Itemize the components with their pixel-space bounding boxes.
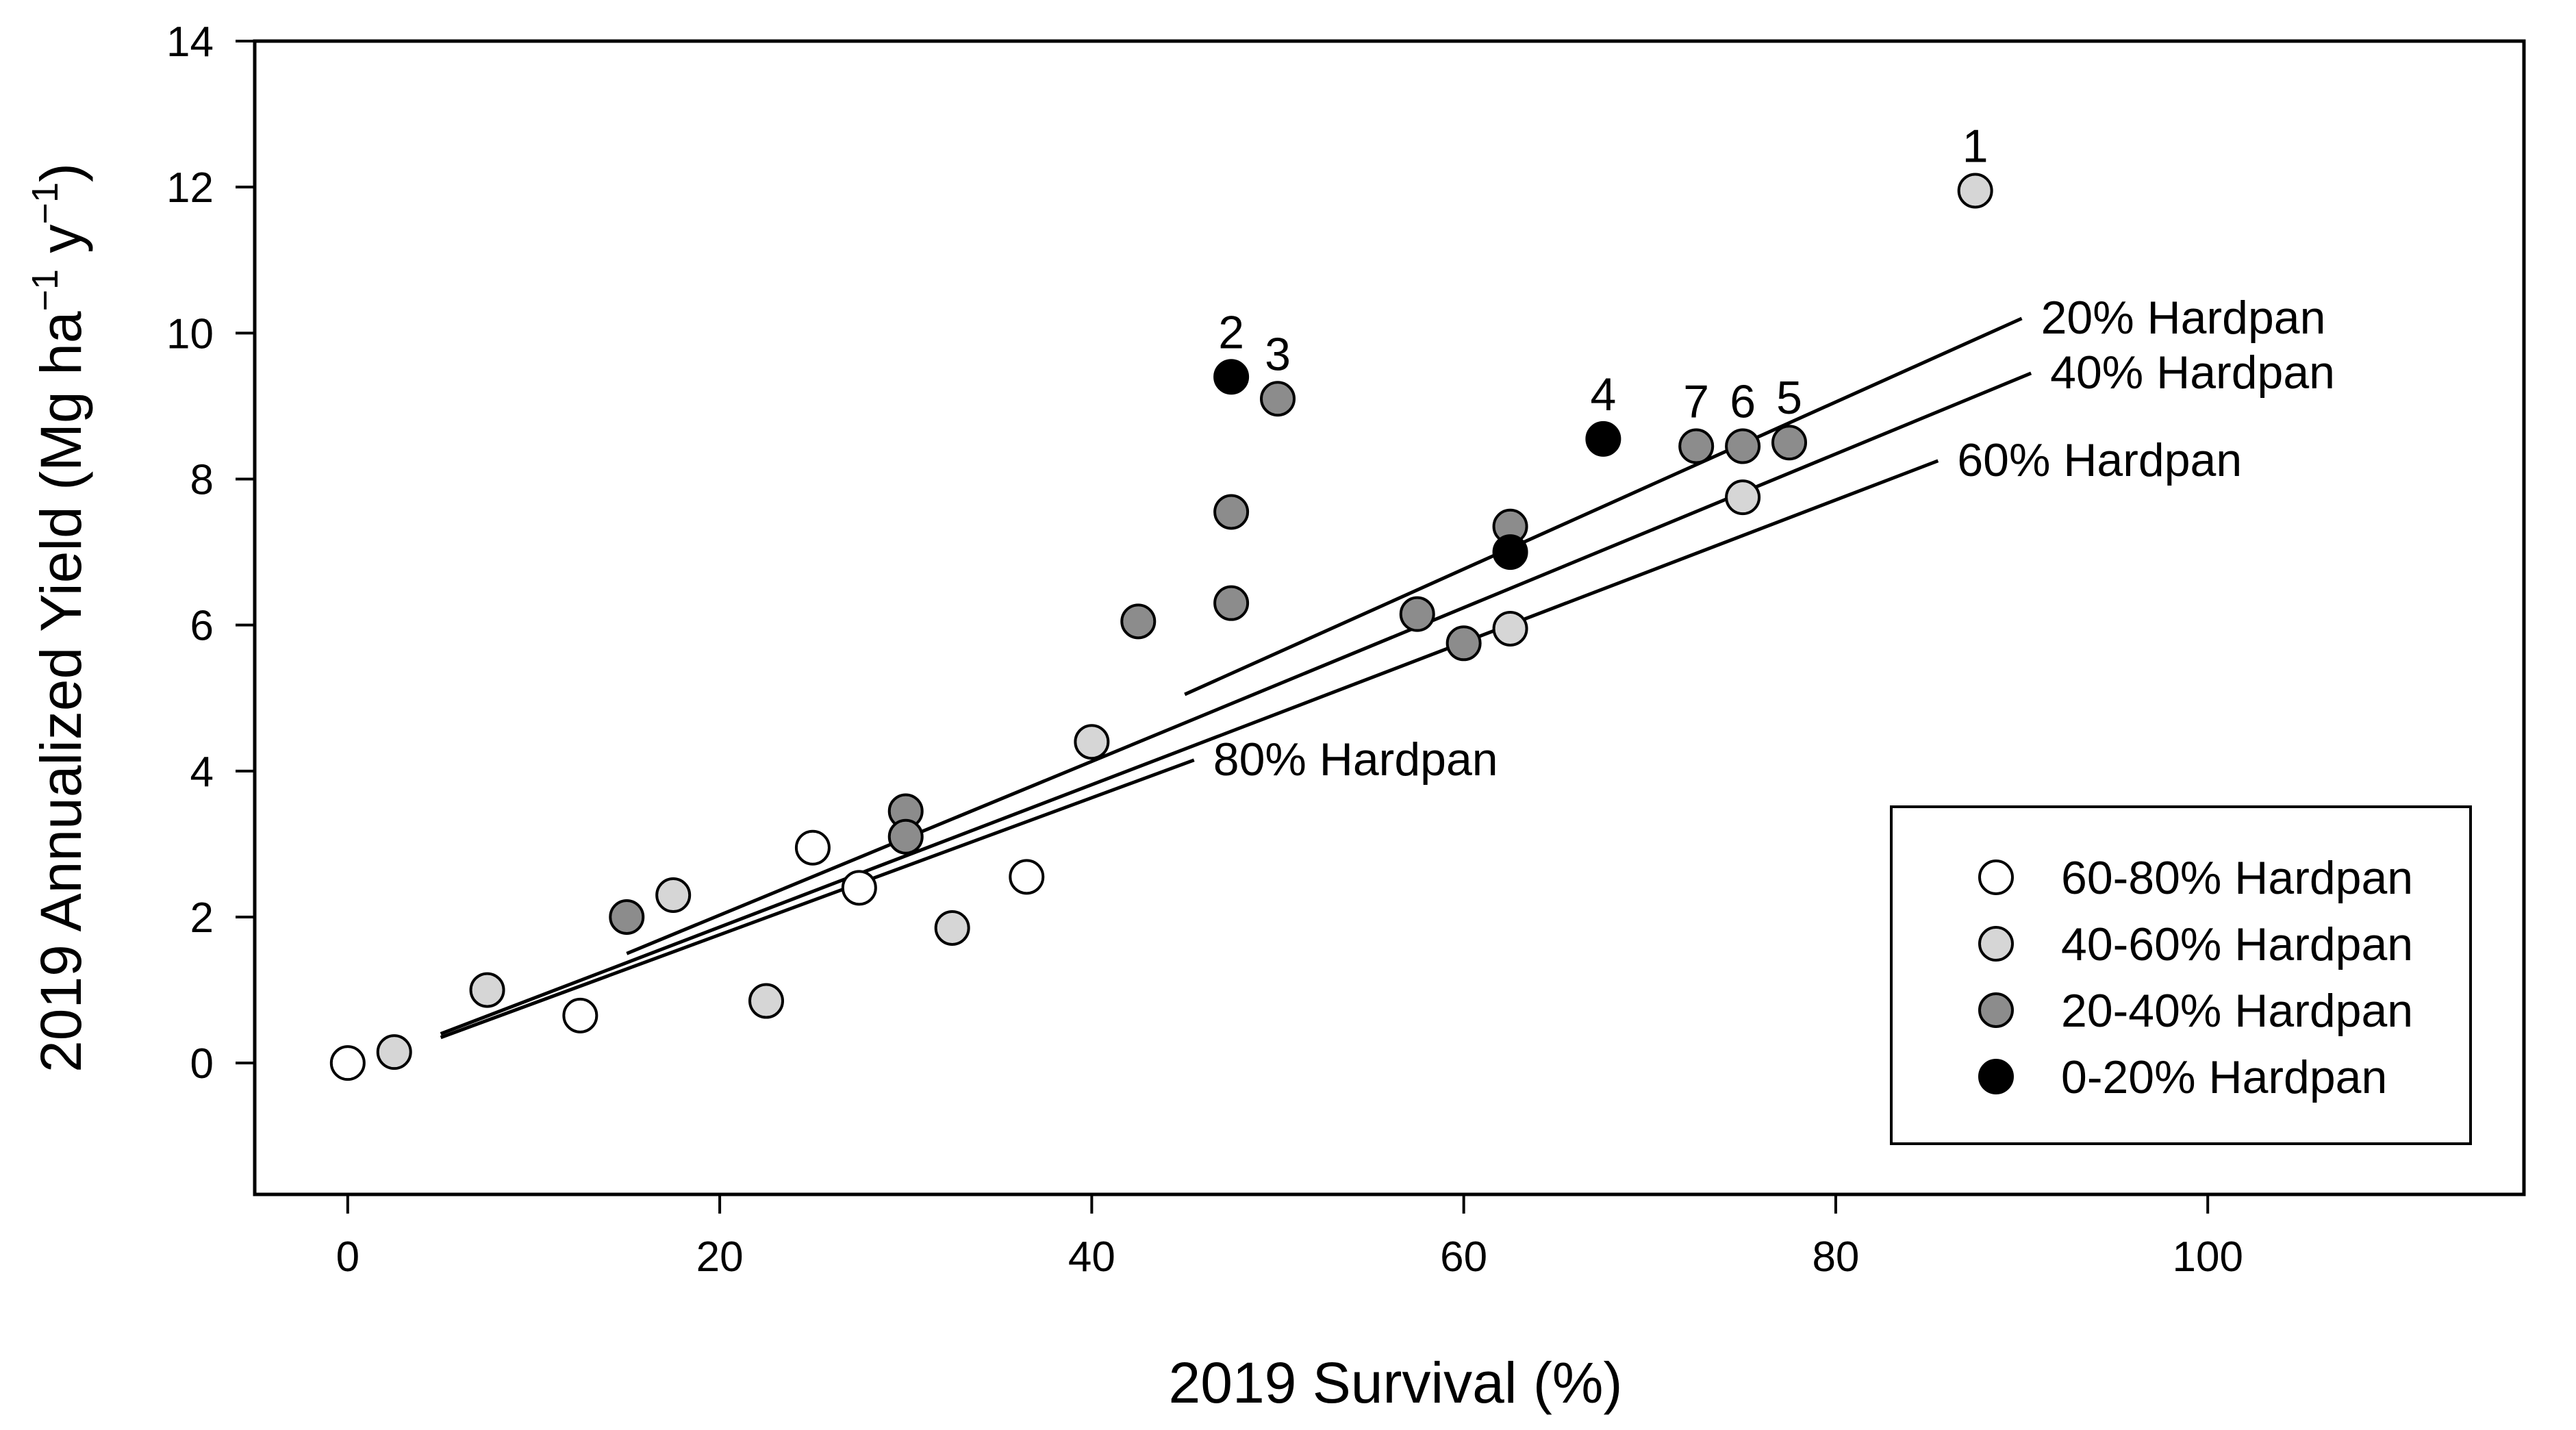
point-24 — [1585, 421, 1621, 457]
y-tick-label-8: 8 — [190, 456, 214, 503]
point-28 — [1771, 425, 1808, 461]
point-15 — [1213, 359, 1250, 395]
line-label-20-hardpan: 20% Hardpan — [2041, 292, 2326, 344]
point-18 — [1260, 381, 1296, 417]
point-26 — [1725, 428, 1761, 464]
point-22 — [1492, 534, 1528, 570]
point-label-4: 4 — [1590, 368, 1616, 421]
legend-marker-40-60 — [1978, 926, 2014, 962]
point-23 — [1492, 610, 1528, 647]
point-0 — [329, 1045, 366, 1081]
y-tick-label-14: 14 — [166, 18, 214, 66]
legend-label-0-20: 0-20% Hardpan — [2061, 1051, 2387, 1103]
point-17 — [1213, 585, 1250, 621]
point-8 — [841, 870, 877, 906]
y-axis-ticks: 0 2 4 6 8 10 12 14 — [166, 18, 255, 1088]
point-1 — [376, 1034, 412, 1070]
legend-marker-60-80 — [1978, 860, 2014, 895]
point-5 — [655, 877, 692, 914]
y-axis-title-main: 2019 Annualized Yield (Mg ha — [29, 311, 93, 1072]
line-label-60-hardpan: 60% Hardpan — [1957, 434, 2242, 486]
legend-label-20-40: 20-40% Hardpan — [2061, 985, 2413, 1037]
y-tick-label-4: 4 — [190, 749, 214, 796]
point-7 — [794, 829, 831, 866]
point-14 — [1120, 603, 1157, 640]
point-labels: 2 3 4 7 6 5 1 — [1218, 120, 1988, 427]
x-tick-label-40: 40 — [1068, 1233, 1115, 1281]
point-25 — [1678, 428, 1715, 464]
y-axis-title-sup1: −1 — [25, 269, 66, 312]
line-label-40-hardpan: 40% Hardpan — [2050, 347, 2335, 399]
point-label-5: 5 — [1776, 372, 1802, 424]
point-2 — [469, 972, 505, 1008]
point-4 — [609, 899, 645, 935]
x-tick-label-20: 20 — [696, 1233, 744, 1281]
point-6 — [748, 983, 785, 1019]
legend-marker-20-40 — [1978, 992, 2014, 1028]
x-tick-label-0: 0 — [336, 1233, 359, 1281]
point-27 — [1725, 479, 1761, 516]
point-label-1: 1 — [1962, 120, 1988, 172]
point-label-7: 7 — [1683, 376, 1709, 428]
data-points — [329, 173, 1993, 1081]
x-tick-label-80: 80 — [1812, 1233, 1859, 1281]
y-tick-label-6: 6 — [190, 603, 214, 650]
y-tick-label-0: 0 — [190, 1040, 214, 1088]
legend-label-60-80: 60-80% Hardpan — [2061, 852, 2413, 904]
line-60-hardpan — [440, 459, 1939, 1036]
point-label-6: 6 — [1730, 376, 1756, 428]
y-axis-title-end: ) — [29, 163, 93, 182]
point-16 — [1213, 494, 1250, 530]
x-axis-title: 2019 Survival (%) — [1169, 1351, 1623, 1415]
point-13 — [1074, 724, 1110, 760]
y-axis-title-sup2: −1 — [25, 182, 66, 225]
plot-frame — [253, 39, 2526, 1196]
point-3 — [562, 997, 598, 1033]
x-tick-label-100: 100 — [2172, 1233, 2243, 1281]
point-11 — [934, 910, 970, 946]
y-axis-title: 2019 Annualized Yield (Mg ha−1 y−1) — [25, 163, 93, 1072]
y-tick-label-2: 2 — [190, 894, 214, 942]
line-40-hardpan — [626, 371, 2032, 955]
legend-label-40-60: 40-60% Hardpan — [2061, 918, 2413, 970]
point-19 — [1399, 596, 1435, 632]
point-label-3: 3 — [1265, 328, 1291, 380]
point-12 — [1009, 859, 1045, 895]
line-20-hardpan — [1184, 316, 2023, 697]
regression-lines — [440, 316, 2032, 1040]
line-label-80-hardpan: 80% Hardpan — [1213, 733, 1498, 786]
y-tick-label-12: 12 — [166, 164, 214, 212]
point-label-2: 2 — [1218, 306, 1244, 358]
legend-marker-0-20 — [1978, 1059, 2014, 1094]
line-80-hardpan — [440, 758, 1195, 1040]
x-axis-ticks: 0 20 40 60 80 100 — [336, 1194, 2243, 1281]
point-29 — [1957, 173, 1993, 209]
point-20 — [1445, 625, 1482, 662]
point-10 — [887, 818, 924, 855]
x-tick-label-60: 60 — [1440, 1233, 1487, 1281]
y-tick-label-10: 10 — [166, 310, 214, 358]
y-axis-title-mid: y — [29, 225, 93, 269]
legend: 60-80% Hardpan 40-60% Hardpan 20-40% Har… — [1890, 805, 2472, 1145]
